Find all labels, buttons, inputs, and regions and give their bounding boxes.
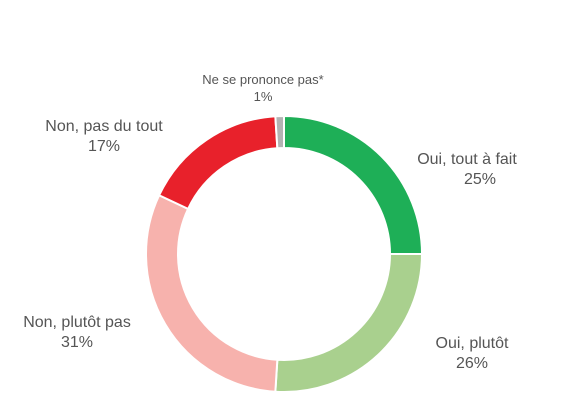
slice-value-text: 17%: [88, 138, 120, 155]
slice-label-non-plutot-pas: Non, plutôt pas 31%: [23, 314, 131, 351]
slice-non-plutot-pas: [145, 193, 279, 393]
slice-value-text: 25%: [464, 171, 496, 188]
slice-label-non-pas-du-tout: Non, pas du tout 17%: [45, 118, 163, 155]
slice-ne-se-prononce-pas: [274, 114, 285, 150]
slice-label-text: Oui, plutôt: [436, 335, 509, 352]
slice-label-text: Non, plutôt pas: [23, 314, 131, 331]
slices-group: [145, 114, 424, 393]
slice-oui-tout-a-fait: [283, 114, 424, 255]
slice-label-text: Oui, tout à fait: [417, 151, 517, 168]
slice-label-oui-tout-a-fait: Oui, tout à fait 25%: [417, 151, 517, 188]
slice-value-text: 1%: [254, 89, 273, 104]
slice-non-pas-du-tout: [157, 115, 279, 211]
slice-oui-plutot: [274, 253, 424, 393]
slice-value-text: 31%: [61, 334, 93, 351]
slice-label-ne-se-prononce-pas: Ne se prononce pas* 1%: [202, 72, 323, 104]
slice-value-text: 26%: [456, 355, 488, 372]
slice-label-text: Non, pas du tout: [45, 118, 163, 135]
slice-label-text: Ne se prononce pas*: [202, 72, 323, 87]
slice-label-oui-plutot: Oui, plutôt 26%: [436, 335, 509, 372]
